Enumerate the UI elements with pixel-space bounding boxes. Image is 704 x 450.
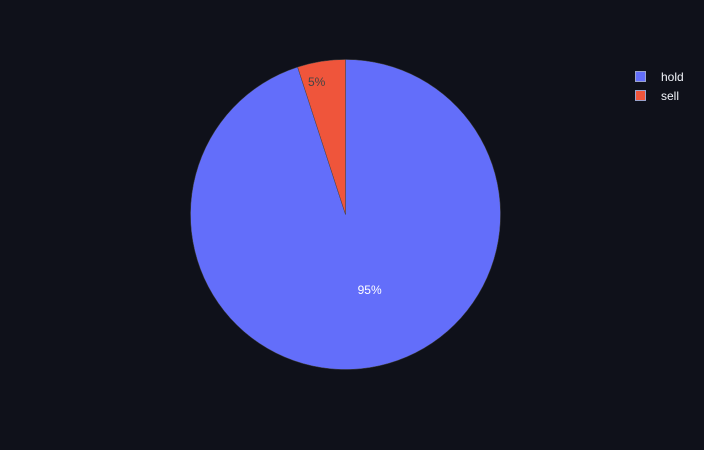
legend-label-hold: hold	[661, 69, 684, 84]
pie-slice-sell[interactable]	[297, 59, 346, 215]
legend-swatch-sell	[635, 90, 646, 101]
legend-swatch-hold	[635, 71, 646, 82]
legend-item-hold[interactable]: hold	[635, 67, 684, 86]
slice-label-sell: 5%	[308, 75, 326, 89]
slice-label-hold: 95%	[358, 283, 382, 297]
legend-item-sell[interactable]: sell	[635, 86, 684, 105]
legend: hold sell	[635, 67, 684, 105]
legend-label-sell: sell	[661, 88, 680, 103]
